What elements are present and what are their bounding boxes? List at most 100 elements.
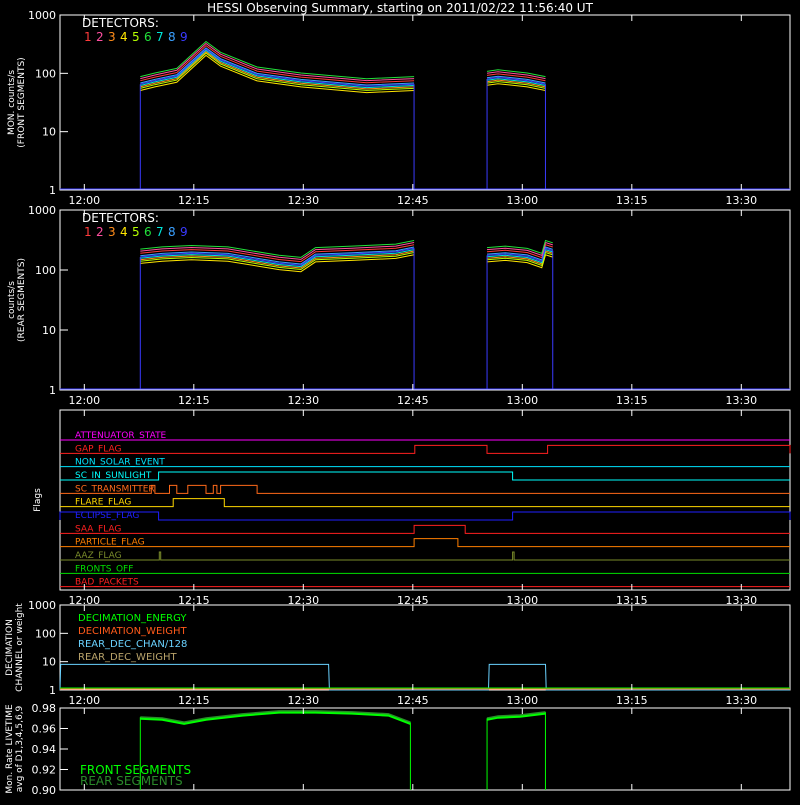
- flag-label-fronts-off: FRONTS_OFF: [75, 564, 133, 574]
- livetime-series: [140, 711, 411, 725]
- rear-panel-x-tick-label: 12:30: [287, 394, 319, 407]
- flag-label-gap-flag: GAP_FLAG: [75, 444, 121, 454]
- front-panel-legend-detector-4: 4: [120, 30, 128, 44]
- rear-panel-detector-3-series: [140, 250, 415, 269]
- rear-panel-y-tick-label: 1: [49, 384, 56, 397]
- front-panel-legend-detector-3: 3: [108, 30, 116, 44]
- flags-panel-x-tick-label: 12:15: [178, 594, 210, 607]
- flag-trace-saa-flag: [60, 524, 790, 534]
- decimation-y-tick-label: 1000: [28, 599, 56, 612]
- flag-label-bad-packets: BAD_PACKETS: [75, 578, 139, 588]
- rear-panel-legend-detector-5: 5: [132, 225, 140, 239]
- rear-panel-detector-7-series: [486, 248, 553, 264]
- front-panel-y-tick-label: 10: [42, 126, 56, 139]
- front-panel-legend-title: DETECTORS:: [82, 16, 159, 30]
- rear-panel-legend-detector-9: 9: [180, 225, 188, 239]
- livetime-y-tick-label: 0.92: [32, 764, 57, 777]
- rear-panel-detector-4-series: [486, 254, 553, 269]
- livetime-ylabel: Mon. Rate LIVETIME: [5, 704, 15, 794]
- front-panel-detector-8-series: [486, 75, 546, 84]
- rear-panel-detector-1-series: [486, 244, 553, 259]
- livetime-y-tick-label: 0.98: [32, 702, 57, 715]
- flag-label-eclipse-flag: ECLIPSE_FLAG: [75, 511, 139, 521]
- flags-panel-ylabel: Flags: [33, 488, 43, 512]
- rear-panel-legend-title: DETECTORS:: [82, 211, 159, 225]
- front-panel-detector-6-series: [486, 69, 546, 78]
- front-panel-y-tick-label: 100: [35, 67, 56, 80]
- decimation-panel-x-tick-label: 12:45: [397, 694, 429, 707]
- decimation-legend-rear-dec-chan-128: REAR_DEC_CHAN/128: [78, 639, 187, 650]
- decimation-rear-dec-chan-series: [59, 663, 790, 691]
- front-panel-legend-detector-6: 6: [144, 30, 152, 44]
- rear-panel-legend-detector-2: 2: [96, 225, 104, 239]
- livetime-series: [140, 710, 411, 724]
- rear-panel-detector-1-series: [140, 244, 415, 263]
- front-panel-x-tick-label: 13:15: [616, 194, 648, 207]
- rear-panel-detector-5-series: [140, 252, 415, 271]
- front-panel-x-tick-label: 12:15: [178, 194, 210, 207]
- rear-panel-y-tick-label: 100: [35, 264, 56, 277]
- rear-panel-detector-9-series: [140, 247, 415, 266]
- decimation-y-tick-label: 10: [42, 656, 56, 669]
- rear-panel-detector-6-series: [486, 239, 553, 255]
- flag-trace-sc-transmitter: [60, 484, 790, 494]
- rear-panel-detector-8-series: [486, 246, 553, 261]
- rear-panel-detector-7-series: [140, 249, 415, 268]
- rear-panel-x-tick-label: 13:00: [506, 394, 538, 407]
- flag-trace-particle-flag: [60, 538, 790, 548]
- front-panel-detector-5-series: [140, 52, 415, 91]
- front-panel-x-tick-label: 12:00: [68, 194, 100, 207]
- rear-panel-detector-8-series: [140, 246, 415, 265]
- front-panel-detector-4-series: [140, 54, 415, 94]
- livetime-legend-rear-segments: REAR SEGMENTS: [80, 774, 183, 788]
- livetime-legend-front-segments: FRONT SEGMENTS: [80, 763, 191, 777]
- front-panel-x-tick-label: 13:30: [725, 194, 757, 207]
- front-panel-detector-3-series: [140, 51, 415, 90]
- flags-panel-x-tick-label: 13:30: [725, 594, 757, 607]
- front-panel-detector-5-series: [486, 81, 546, 89]
- flag-label-non-solar-event: NON_SOLAR_EVENT: [75, 458, 165, 468]
- flag-label-sc-in-sunlight: SC_IN_SUNLIGHT: [75, 471, 152, 481]
- rear-panel-ylabel: counts/s: [7, 281, 17, 319]
- flag-label-saa-flag: SAA_FLAG: [75, 524, 121, 534]
- rear-panel-legend-detector-4: 4: [120, 225, 128, 239]
- front-panel-ylabel: (FRONT SEGMENTS): [17, 57, 27, 147]
- livetime-y-tick-label: 0.94: [32, 743, 57, 756]
- figure-title: HESSI Observing Summary, starting on 201…: [207, 1, 593, 15]
- front-panel-x-tick-label: 12:30: [287, 194, 319, 207]
- front-panel-detector-8-series: [140, 47, 415, 86]
- flags-panel-x-tick-label: 12:30: [287, 594, 319, 607]
- flags-panel-x-tick-label: 12:00: [68, 594, 100, 607]
- decimation-panel-x-tick-label: 13:15: [616, 694, 648, 707]
- flag-label-attenuator-state: ATTENUATOR_STATE: [75, 431, 167, 441]
- decimation-legend-decimation-weight: DECIMATION_WEIGHT: [78, 626, 187, 637]
- front-panel-y-tick-label: 1000: [28, 9, 56, 22]
- rear-panel-detector-6-series: [140, 240, 415, 258]
- front-panel-detector-3-series: [486, 79, 546, 88]
- front-panel-legend-detector-8: 8: [168, 30, 176, 44]
- front-panel-detector-2-series: [140, 42, 415, 82]
- rear-panel-x-tick-label: 12:15: [178, 394, 210, 407]
- rear-panel-legend-detector-1: 1: [84, 225, 92, 239]
- flag-trace-aaz-flag: [60, 551, 790, 561]
- livetime-y-tick-label: 0.90: [32, 784, 57, 797]
- front-panel-frame: [59, 14, 791, 191]
- decimation-panel-x-tick-label: 12:00: [68, 694, 100, 707]
- front-panel-legend-detector-5: 5: [132, 30, 140, 44]
- front-panel-detector-9-series: [140, 48, 415, 87]
- front-panel-detector-1-series: [140, 44, 415, 84]
- front-panel-detector-4-series: [486, 83, 546, 91]
- decimation-ylabel: CHANNEL or weight: [15, 603, 25, 692]
- rear-panel-legend-detector-3: 3: [108, 225, 116, 239]
- livetime-ylabel: avg of D1,3,4,5,6,9: [15, 705, 25, 792]
- flag-trace-flare-flag: [60, 498, 790, 508]
- front-panel-detector-7-series: [486, 78, 546, 86]
- flag-label-aaz-flag: AAZ_FLAG: [75, 551, 122, 561]
- flag-trace-gap-flag: [60, 444, 791, 454]
- rear-panel-legend-detector-7: 7: [156, 225, 164, 239]
- rear-panel-detector-9-series: [486, 247, 553, 262]
- rear-panel-legend-detector-8: 8: [168, 225, 176, 239]
- decimation-panel-x-tick-label: 13:00: [506, 694, 538, 707]
